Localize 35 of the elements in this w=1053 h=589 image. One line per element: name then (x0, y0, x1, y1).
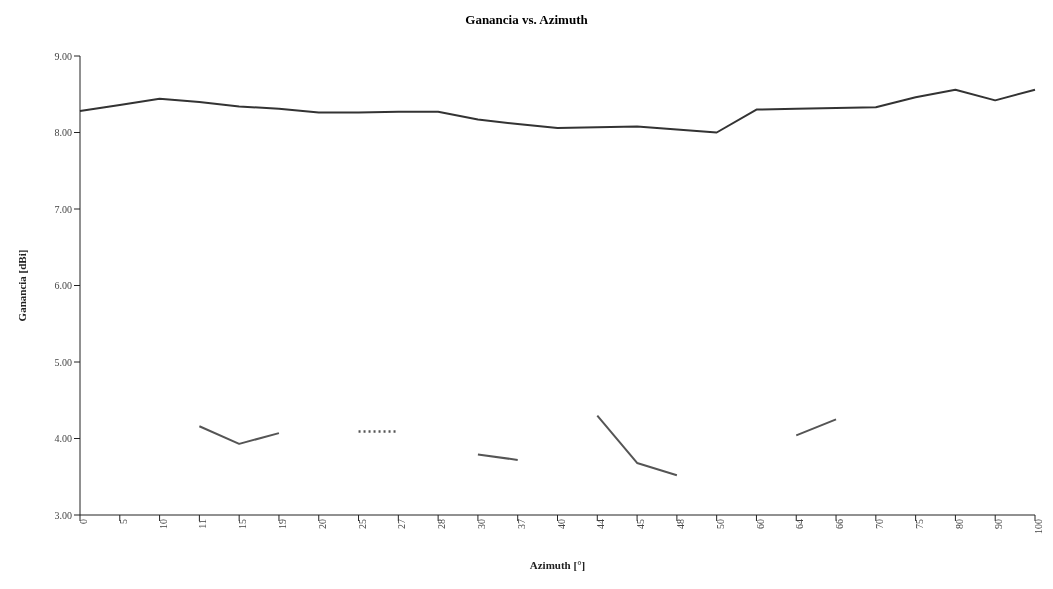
y-tick-label: 8.00 (54, 127, 72, 139)
x-tick-label: 19 (277, 519, 289, 529)
y-tick-label: 9.00 (54, 50, 72, 62)
x-tick-label: 70 (873, 519, 885, 529)
y-tick-label: 6.00 (54, 280, 72, 292)
x-tick-label: 5 (117, 519, 129, 524)
y-tick-label: 3.00 (54, 509, 72, 521)
x-tick-label: 75 (913, 519, 925, 529)
x-tick-label: 60 (754, 519, 766, 529)
x-tick-label: 15 (237, 519, 249, 529)
y-tick-label: 5.00 (54, 356, 72, 368)
x-tick-label: 40 (555, 519, 567, 529)
y-tick-label: 7.00 (54, 203, 72, 215)
x-tick-label: 37 (515, 519, 527, 529)
x-axis-title: Azimuth [°] (529, 559, 586, 571)
x-tick-label: 66 (834, 519, 846, 529)
x-tick-label: 45 (635, 519, 647, 529)
x-tick-label: 100 (1033, 519, 1045, 534)
y-tick-label: 4.00 (54, 433, 72, 445)
x-tick-label: 90 (993, 519, 1005, 529)
x-tick-label: 0 (78, 519, 90, 524)
line-series (79, 88, 1036, 134)
x-tick-label: 20 (316, 519, 328, 529)
x-tick-label: 80 (953, 519, 965, 529)
x-tick-label: 64 (794, 519, 806, 529)
x-tick-label: 28 (436, 519, 448, 529)
y-axis-title: Ganancia [dBi] (15, 249, 28, 322)
x-tick-label: 44 (595, 519, 607, 529)
x-tick-label: 25 (356, 519, 368, 529)
x-tick-label: 30 (476, 519, 488, 529)
x-tick-label: 50 (714, 519, 726, 529)
chart-title: Ganancia vs. Azimuth (464, 11, 589, 29)
x-tick-label: 11 (197, 519, 209, 529)
x-tick-label: 48 (674, 519, 686, 529)
x-tick-label: 10 (157, 519, 169, 529)
